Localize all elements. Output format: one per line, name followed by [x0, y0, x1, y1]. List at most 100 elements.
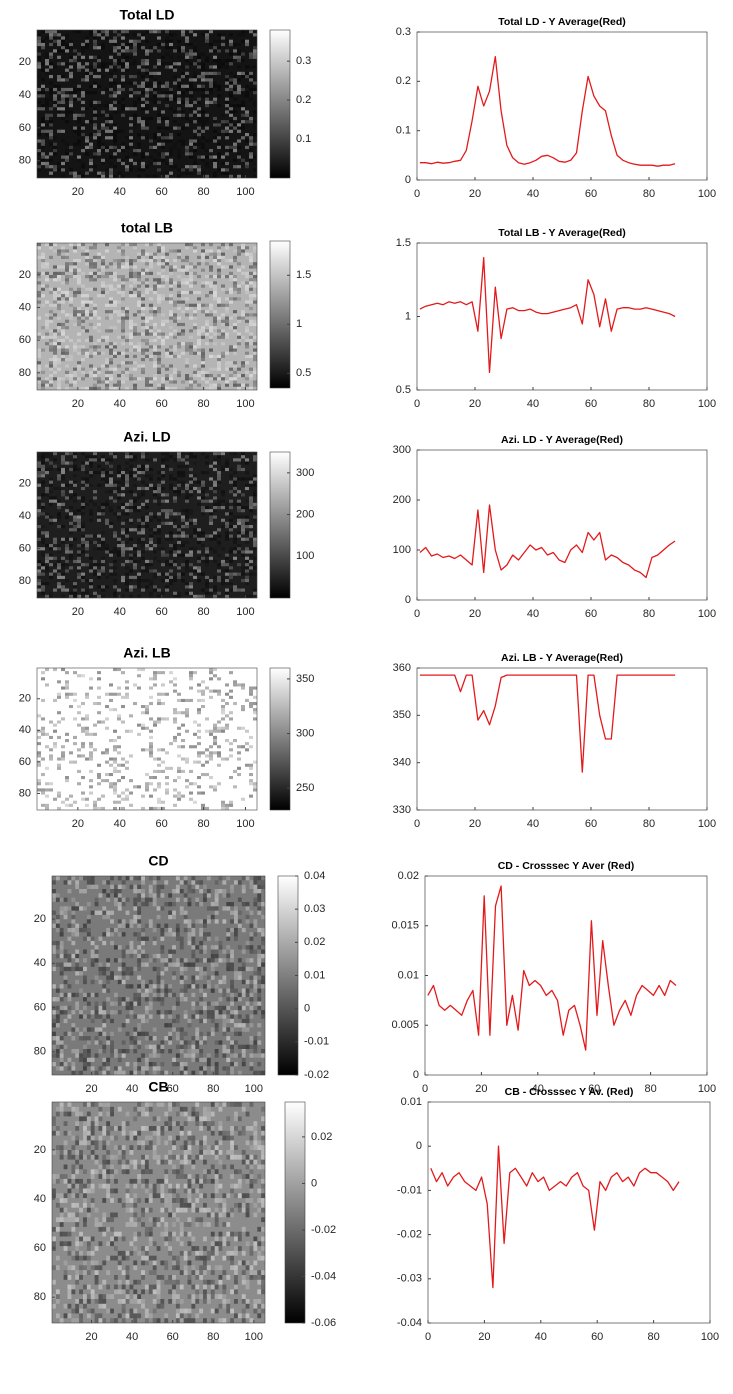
image-cell — [209, 579, 213, 583]
image-cell — [157, 698, 161, 702]
image-cell — [57, 794, 61, 798]
image-cell — [165, 455, 169, 459]
image-cell — [85, 249, 89, 253]
image-cell — [173, 75, 177, 79]
image-cell — [213, 788, 217, 792]
image-cell — [253, 367, 257, 371]
image-cell — [125, 708, 129, 712]
image-cell — [221, 766, 225, 770]
image-cell — [173, 553, 177, 557]
image-cell — [49, 735, 53, 739]
image-cell — [141, 490, 145, 494]
image-cell — [125, 361, 129, 365]
image-cell — [77, 84, 81, 88]
image-cell — [141, 351, 145, 355]
image-cell — [85, 483, 89, 487]
image-cell — [205, 104, 209, 108]
image-cell — [93, 540, 97, 545]
image-cell — [121, 579, 125, 583]
image-cell — [41, 123, 45, 127]
image-cell — [197, 338, 201, 343]
image-cell — [153, 46, 157, 50]
image-cell — [221, 59, 225, 63]
image-cell — [165, 351, 169, 355]
image-cell — [69, 745, 73, 749]
image-cell — [185, 59, 189, 63]
image-cell — [173, 458, 177, 462]
image-cell — [233, 556, 237, 560]
image-cell — [185, 534, 189, 538]
image-cell — [77, 559, 81, 564]
image-cell — [133, 785, 137, 789]
image-cell — [173, 81, 177, 85]
image-cell — [53, 152, 57, 156]
image-cell — [237, 52, 241, 56]
image-cell — [181, 674, 185, 678]
image-cell — [245, 800, 249, 804]
image-cell — [49, 714, 53, 718]
image-cell — [145, 506, 149, 510]
image-cell — [189, 757, 193, 761]
image-cell — [101, 171, 105, 175]
image-cell — [89, 540, 93, 545]
image-cell — [113, 572, 117, 576]
image-cell — [73, 467, 77, 472]
image-cell — [169, 748, 173, 752]
image-cell — [37, 39, 41, 43]
image-cell — [193, 161, 197, 166]
image-cell — [41, 142, 45, 146]
image-cell — [153, 322, 157, 327]
image-cell — [41, 139, 45, 143]
image-cell — [161, 313, 165, 317]
image-cell — [209, 486, 213, 491]
image-cell — [85, 735, 89, 739]
image-cell — [73, 591, 77, 595]
image-cell — [149, 75, 153, 79]
image-cell — [153, 364, 157, 368]
image-cell — [217, 591, 221, 595]
image-cell — [249, 496, 253, 500]
image-cell — [217, 769, 221, 773]
image-cell — [109, 361, 113, 365]
image-cell — [225, 161, 229, 166]
image-cell — [109, 87, 113, 92]
image-cell — [89, 742, 93, 746]
image-cell — [89, 287, 93, 291]
image-cell — [79, 1053, 83, 1058]
image-cell — [189, 155, 193, 159]
image-cell — [177, 711, 181, 715]
x-tick-label: 100 — [236, 186, 254, 198]
image-cell — [173, 525, 177, 529]
image-cell — [61, 745, 65, 749]
image-cell — [169, 42, 173, 47]
image-cell — [89, 313, 93, 317]
image-cell — [81, 588, 85, 592]
image-cell — [105, 383, 109, 387]
image-cell — [129, 322, 133, 327]
image-cell — [73, 588, 77, 592]
image-cell — [145, 458, 149, 462]
image-cell — [233, 259, 237, 263]
image-cell — [233, 483, 237, 487]
image-cell — [213, 575, 217, 579]
image-cell — [205, 39, 209, 43]
image-cell — [65, 714, 69, 718]
image-cell — [237, 367, 241, 371]
image-cell — [145, 748, 149, 752]
image-cell — [177, 572, 181, 576]
image-cell — [217, 300, 221, 304]
image-cell — [71, 919, 76, 924]
image-cell — [149, 46, 153, 50]
image-cell — [141, 165, 145, 169]
image-cell — [209, 537, 213, 541]
image-cell — [213, 515, 217, 519]
image-cell — [69, 594, 73, 598]
image-cell — [185, 540, 189, 545]
image-cell — [61, 354, 65, 358]
image-cell — [129, 290, 133, 295]
image-cell — [157, 383, 161, 387]
image-cell — [173, 303, 177, 307]
image-cell — [73, 294, 77, 298]
image-cell — [161, 265, 165, 269]
image-cell — [221, 723, 225, 727]
